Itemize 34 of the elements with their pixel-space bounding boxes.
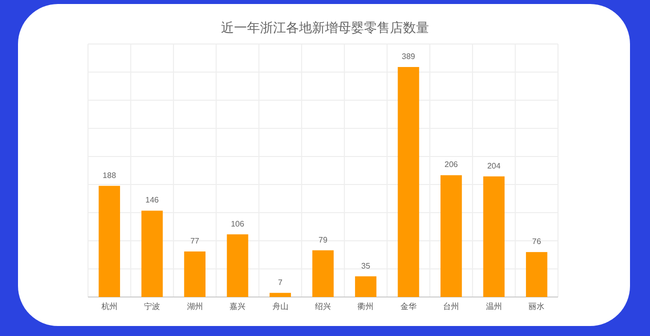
x-tick-label: 嘉兴 bbox=[230, 302, 246, 311]
x-tick-label: 舟山 bbox=[272, 302, 288, 311]
x-tick-label: 湖州 bbox=[186, 302, 203, 311]
bar bbox=[312, 250, 334, 297]
x-tick-label: 杭州 bbox=[100, 302, 118, 311]
data-label: 146 bbox=[145, 196, 160, 205]
data-label: 106 bbox=[230, 219, 245, 228]
data-label: 188 bbox=[102, 170, 117, 180]
data-label: 206 bbox=[444, 160, 458, 170]
bar bbox=[440, 175, 462, 297]
bar bbox=[184, 251, 206, 297]
x-tick-label: 台州 bbox=[443, 302, 460, 311]
chart-title: 近一年浙江各地新增母婴零售店数量 bbox=[221, 20, 429, 35]
bar bbox=[226, 234, 248, 297]
x-tick-label: 丽水 bbox=[528, 302, 545, 311]
data-label: 76 bbox=[532, 237, 542, 246]
bar bbox=[526, 252, 548, 297]
x-tick-label: 衢州 bbox=[358, 302, 374, 311]
bar bbox=[483, 176, 505, 297]
x-tick-label: 金华 bbox=[400, 302, 416, 311]
x-tick-label: 绍兴 bbox=[315, 302, 331, 311]
data-label: 77 bbox=[190, 236, 200, 246]
bar bbox=[141, 210, 163, 297]
data-label: 389 bbox=[402, 52, 416, 61]
bar bbox=[355, 276, 376, 297]
bar bbox=[398, 67, 420, 297]
data-label: 204 bbox=[487, 161, 502, 170]
data-label: 35 bbox=[361, 261, 371, 270]
bar bbox=[98, 186, 120, 297]
data-label: 7 bbox=[278, 278, 284, 287]
x-tick-label: 温州 bbox=[486, 302, 502, 311]
x-tick-label: 宁波 bbox=[144, 302, 160, 311]
bar bbox=[270, 292, 291, 297]
data-label: 79 bbox=[318, 235, 328, 244]
